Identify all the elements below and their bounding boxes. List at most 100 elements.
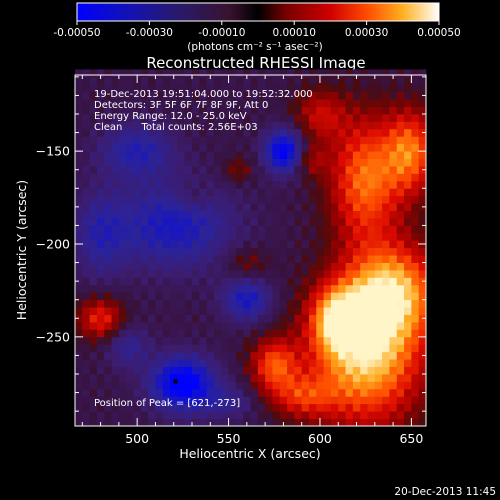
heatmap-cell: [418, 329, 427, 338]
heatmap-cell: [199, 299, 208, 308]
heatmap-cell: [199, 69, 208, 78]
heatmap-cell: [272, 210, 281, 219]
heatmap-cell: [367, 151, 376, 159]
heatmap-cell: [155, 173, 164, 182]
heatmap-cell: [352, 188, 361, 197]
heatmap-cell: [272, 314, 281, 323]
heatmap-cell: [221, 203, 229, 211]
heatmap-cell: [140, 314, 149, 323]
heatmap-cell: [404, 247, 412, 256]
heatmap-cell: [309, 329, 317, 338]
heatmap-cell: [199, 173, 208, 182]
heatmap-cell: [367, 188, 376, 197]
heatmap-cell: [418, 396, 427, 405]
heatmap-cell: [418, 84, 427, 93]
heatmap-cell: [89, 84, 98, 93]
heatmap-cell: [89, 314, 98, 323]
heatmap-cell: [213, 180, 222, 189]
heatmap-cell: [330, 225, 339, 234]
heatmap-cell: [352, 180, 361, 189]
heatmap-cell: [374, 99, 383, 107]
heatmap-cell: [404, 99, 412, 107]
heatmap-cell: [338, 262, 346, 271]
heatmap-cell: [82, 76, 91, 85]
heatmap-cell: [323, 188, 332, 197]
heatmap-cell: [316, 247, 325, 256]
heatmap-cell: [162, 344, 171, 353]
heatmap-cell: [294, 106, 303, 115]
heatmap-cell: [294, 84, 303, 93]
heatmap-cell: [287, 388, 295, 397]
heatmap-cell: [162, 188, 171, 197]
heatmap-cell: [374, 225, 383, 234]
heatmap-cell: [199, 262, 208, 271]
heatmap-cell: [301, 166, 310, 174]
heatmap-cell: [221, 99, 229, 107]
heatmap-cell: [170, 299, 178, 308]
heatmap-cell: [250, 381, 259, 390]
heatmap-cell: [294, 307, 303, 315]
heatmap-cell: [360, 307, 368, 315]
heatmap-cell: [170, 203, 178, 211]
heatmap-cell: [367, 91, 376, 100]
heatmap-cell: [184, 388, 193, 397]
heatmap-cell: [250, 351, 259, 360]
heatmap-cell: [265, 240, 273, 249]
heatmap-cell: [104, 322, 112, 330]
heatmap-cell: [96, 329, 105, 338]
heatmap-cell: [235, 151, 244, 159]
heatmap-cell: [162, 299, 171, 308]
heatmap-cell: [148, 277, 156, 286]
heatmap-cell: [279, 247, 288, 256]
heatmap-cell: [243, 106, 251, 115]
heatmap-cell: [316, 173, 325, 182]
heatmap-cell: [418, 381, 427, 390]
heatmap-cell: [345, 284, 354, 293]
heatmap-cell: [272, 388, 281, 397]
heatmap-cell: [243, 374, 251, 382]
heatmap-cell: [213, 344, 222, 353]
heatmap-cell: [345, 403, 354, 412]
heatmap-cell: [257, 76, 266, 85]
heatmap-cell: [221, 240, 229, 249]
heatmap-cell: [323, 262, 332, 271]
heatmap-cell: [206, 329, 215, 338]
heatmap-cell: [111, 84, 120, 93]
heatmap-cell: [89, 381, 98, 390]
heatmap-cell: [89, 121, 98, 130]
heatmap-cell: [418, 247, 427, 256]
heatmap-cell: [111, 322, 120, 330]
heatmap-cell: [352, 76, 361, 85]
heatmap-cell: [162, 262, 171, 271]
heatmap-cell: [250, 366, 259, 375]
heatmap-cell: [140, 84, 149, 93]
heatmap-cell: [213, 188, 222, 197]
heatmap-cell: [148, 344, 156, 353]
heatmap-cell: [287, 322, 295, 330]
heatmap-cell: [140, 403, 149, 412]
heatmap-cell: [294, 143, 303, 152]
heatmap-cell: [243, 329, 251, 338]
heatmap-cell: [272, 262, 281, 271]
heatmap-cell: [235, 240, 244, 249]
heatmap-cell: [221, 299, 229, 308]
heatmap-cell: [279, 225, 288, 234]
heatmap-cell: [411, 121, 420, 130]
heatmap-cell: [345, 106, 354, 115]
heatmap-cell: [404, 299, 412, 308]
heatmap-cell: [133, 299, 142, 308]
heatmap-cell: [294, 351, 303, 360]
heatmap-cell: [418, 411, 427, 419]
heatmap-cell: [213, 210, 222, 219]
heatmap-cell: [170, 232, 178, 241]
heatmap-cell: [148, 374, 156, 382]
heatmap-cell: [352, 359, 361, 367]
heatmap-cell: [323, 114, 332, 122]
heatmap-cell: [155, 344, 164, 353]
heatmap-cell: [301, 106, 310, 115]
heatmap-cell: [96, 151, 105, 159]
heatmap-cell: [374, 418, 383, 427]
heatmap-cell: [162, 158, 171, 167]
heatmap-cell: [345, 359, 354, 367]
heatmap-cell: [140, 203, 149, 211]
